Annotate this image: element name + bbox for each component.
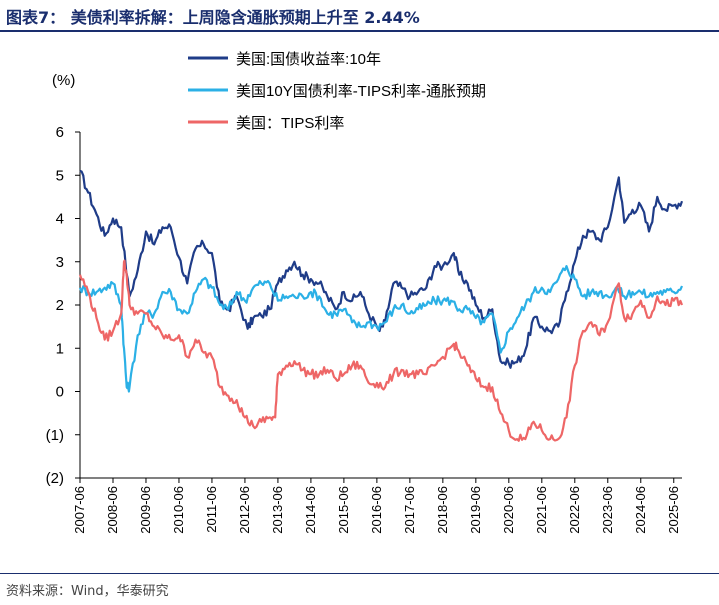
y-tick-label: 1 (56, 340, 64, 357)
x-tick-label: 2007-06 (72, 486, 87, 534)
x-tick-label: 2012-06 (237, 486, 252, 534)
y-tick-label: 6 (56, 124, 64, 141)
y-tick-label: (1) (46, 427, 64, 444)
series-line-1 (79, 169, 684, 369)
x-tick-label: 2016-06 (369, 486, 384, 534)
x-tick-label: 2020-06 (501, 486, 516, 534)
x-tick-label: 2025-06 (666, 486, 681, 534)
x-tick-label: 2014-06 (303, 486, 318, 534)
y-unit-label: (%) (52, 72, 75, 89)
y-tick-label: 0 (56, 384, 64, 401)
source-note: 资料来源：Wind，华泰研究 (6, 584, 169, 599)
footer-rule (0, 573, 719, 574)
x-tick-label: 2019-06 (468, 486, 483, 534)
x-tick-label: 2023-06 (600, 486, 615, 534)
x-tick-label: 2021-06 (534, 486, 549, 534)
x-tick-label: 2011-06 (204, 486, 219, 533)
y-tick-label: 5 (56, 167, 64, 184)
x-tick-label: 2010-06 (171, 486, 186, 534)
x-tick-label: 2009-06 (138, 486, 153, 534)
title-rule (0, 30, 719, 32)
x-tick-label: 2022-06 (567, 486, 582, 534)
x-tick-label: 2017-06 (402, 486, 417, 534)
x-tick-label: 2013-06 (270, 486, 285, 534)
y-tick-label: (2) (46, 470, 64, 487)
x-tick-label: 2008-06 (105, 486, 120, 534)
y-tick-label: 4 (56, 211, 64, 228)
legend-label-1: 美国:国债收益率:10年 (236, 51, 381, 68)
legend-label-2: 美国10Y国债利率-TIPS利率-通胀预期 (236, 83, 486, 100)
series-line-3 (78, 259, 684, 442)
legend-label-3: 美国：TIPS利率 (236, 115, 344, 132)
series-line-2 (78, 265, 684, 393)
x-tick-label: 2018-06 (435, 486, 450, 534)
y-tick-label: 2 (56, 297, 64, 314)
chart: (%) 6 5 4 3 2 1 0 (1) (2) 2007-06 2008-06 2009-06 201… (46, 51, 684, 534)
y-tick-label: 3 (56, 254, 64, 271)
x-tick-label: 2015-06 (336, 486, 351, 534)
x-tick-label: 2024-06 (633, 486, 648, 534)
chart-title: 图表7： 美债利率拆解：上周隐含通胀预期上升至 2.44% (6, 8, 420, 27)
